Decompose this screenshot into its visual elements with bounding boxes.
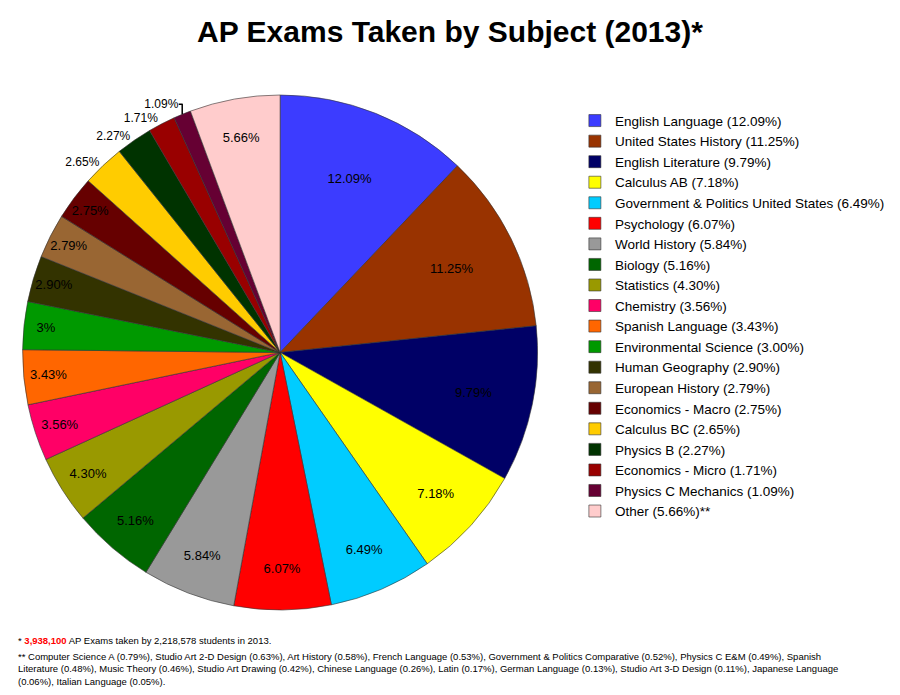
- svg-text:Physics B (2.27%): Physics B (2.27%): [615, 443, 725, 458]
- svg-text:English Literature (9.79%): English Literature (9.79%): [615, 155, 771, 170]
- svg-text:AP Exams Taken by Subject (201: AP Exams Taken by Subject (2013)*: [197, 15, 703, 48]
- svg-text:Calculus BC (2.65%): Calculus BC (2.65%): [615, 422, 740, 437]
- svg-text:Human Geography (2.90%): Human Geography (2.90%): [615, 360, 780, 375]
- svg-text:** Computer Science A (0.79%),: ** Computer Science A (0.79%), Studio Ar…: [18, 651, 838, 687]
- svg-text:7.18%: 7.18%: [417, 486, 454, 501]
- svg-text:Other (5.66%)**: Other (5.66%)**: [615, 504, 711, 519]
- svg-text:3.43%: 3.43%: [30, 367, 67, 382]
- svg-text:Biology (5.16%): Biology (5.16%): [615, 258, 710, 273]
- svg-text:2.27%: 2.27%: [96, 129, 130, 143]
- svg-text:6.49%: 6.49%: [346, 542, 383, 557]
- svg-text:1.71%: 1.71%: [124, 111, 158, 125]
- svg-text:Statistics (4.30%): Statistics (4.30%): [615, 278, 720, 293]
- svg-text:2.90%: 2.90%: [35, 277, 72, 292]
- svg-text:1.09%: 1.09%: [144, 97, 178, 111]
- svg-text:3%: 3%: [36, 320, 55, 335]
- svg-text:Physics C Mechanics (1.09%): Physics C Mechanics (1.09%): [615, 484, 794, 499]
- svg-text:* 3,938,100 AP Exams taken by: * 3,938,100 AP Exams taken by 2,218,578 …: [18, 635, 271, 646]
- svg-text:2.75%: 2.75%: [72, 203, 109, 218]
- svg-text:Spanish Language (3.43%): Spanish Language (3.43%): [615, 319, 779, 334]
- svg-text:4.30%: 4.30%: [70, 466, 107, 481]
- svg-text:2.65%: 2.65%: [65, 155, 99, 169]
- svg-text:12.09%: 12.09%: [327, 171, 372, 186]
- svg-text:Chemistry (3.56%): Chemistry (3.56%): [615, 299, 727, 314]
- svg-text:11.25%: 11.25%: [430, 261, 474, 276]
- svg-text:Psychology (6.07%): Psychology (6.07%): [615, 217, 735, 232]
- svg-text:English Language (12.09%): English Language (12.09%): [615, 114, 782, 129]
- svg-text:European History (2.79%): European History (2.79%): [615, 381, 770, 396]
- svg-text:Economics - Micro (1.71%): Economics - Micro (1.71%): [615, 463, 777, 478]
- svg-text:5.66%: 5.66%: [223, 130, 260, 145]
- svg-text:Government & Politics United S: Government & Politics United States (6.4…: [615, 196, 884, 211]
- svg-text:Calculus AB (7.18%): Calculus AB (7.18%): [615, 175, 739, 190]
- svg-text:Economics - Macro (2.75%): Economics - Macro (2.75%): [615, 402, 782, 417]
- svg-text:9.79%: 9.79%: [455, 385, 492, 400]
- svg-text:2.79%: 2.79%: [50, 238, 87, 253]
- svg-text:5.84%: 5.84%: [184, 548, 221, 563]
- svg-text:6.07%: 6.07%: [264, 561, 301, 576]
- svg-text:Environmental Science (3.00%): Environmental Science (3.00%): [615, 340, 804, 355]
- svg-text:United States History (11.25%): United States History (11.25%): [615, 134, 799, 149]
- svg-text:3.56%: 3.56%: [41, 417, 78, 432]
- svg-text:World History (5.84%): World History (5.84%): [615, 237, 747, 252]
- svg-text:5.16%: 5.16%: [117, 513, 154, 528]
